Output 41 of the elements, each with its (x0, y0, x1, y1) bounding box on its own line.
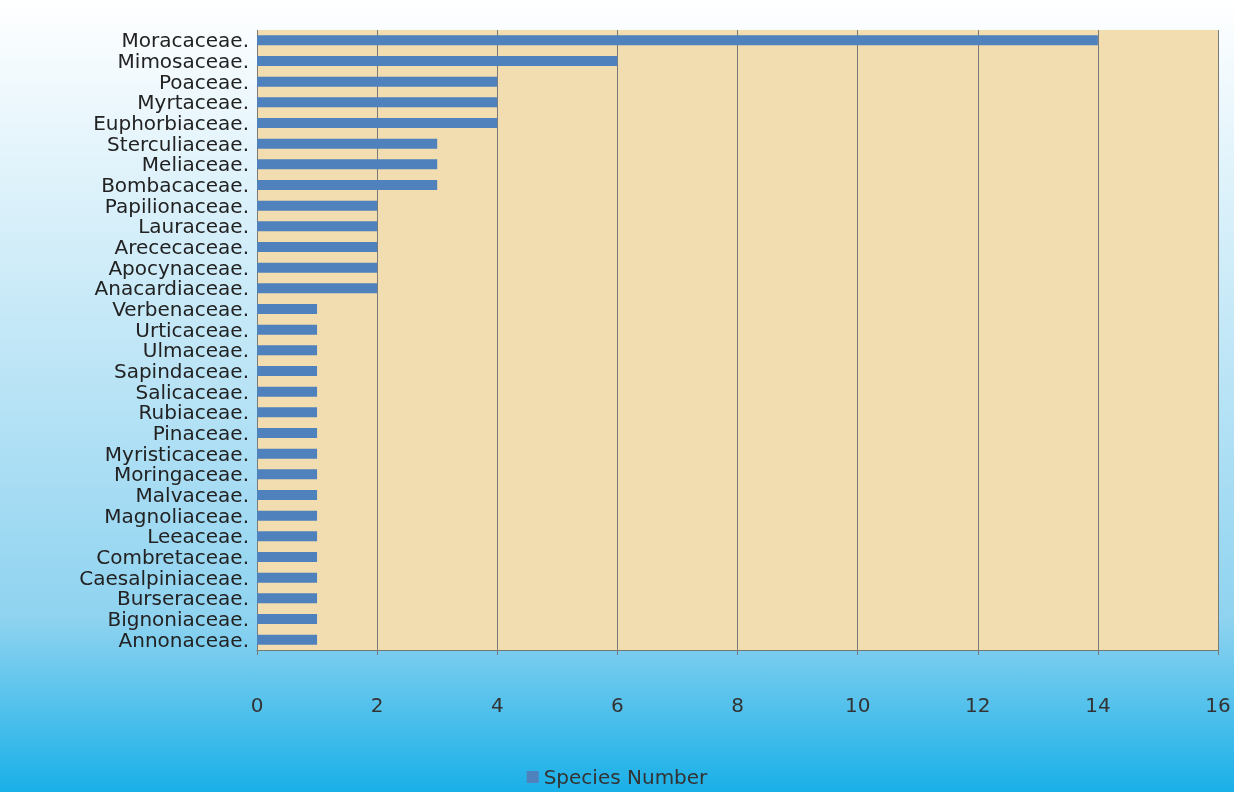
bar (257, 118, 498, 128)
x-tick-label: 14 (1085, 693, 1111, 717)
x-tick-label: 4 (490, 693, 504, 717)
legend-label: Species Number (543, 765, 709, 789)
x-tick-label: 6 (611, 693, 624, 717)
bar (257, 366, 318, 376)
bar (257, 35, 1098, 46)
bar (257, 428, 318, 438)
bar (257, 97, 498, 108)
bar (257, 572, 318, 583)
bar (257, 448, 318, 459)
bar (257, 76, 498, 87)
bar (257, 304, 318, 314)
bar (257, 283, 378, 294)
bar (257, 56, 618, 66)
bar (257, 345, 318, 356)
x-tick-label: 0 (250, 693, 264, 717)
bar (257, 138, 438, 149)
x-tick-label: 16 (1205, 693, 1231, 717)
bar (257, 200, 378, 211)
bar (257, 221, 378, 232)
x-tick-label: 10 (844, 693, 871, 717)
bar (257, 531, 318, 542)
bar (257, 510, 318, 521)
bar (257, 552, 318, 562)
bar (257, 262, 378, 273)
bar (257, 634, 318, 645)
bar (257, 324, 318, 335)
bar (257, 180, 438, 190)
bar (257, 593, 318, 604)
bar (257, 614, 318, 624)
x-tick-label: 8 (731, 693, 744, 717)
x-tick-label: 12 (965, 693, 991, 717)
bar (257, 407, 318, 418)
y-tick-label: Bignoniaceae. (107, 607, 249, 631)
bar (257, 386, 318, 397)
x-tick-label: 2 (370, 693, 384, 717)
bar (257, 469, 318, 480)
bar (257, 159, 438, 170)
bar (257, 242, 378, 252)
bar (257, 490, 318, 500)
